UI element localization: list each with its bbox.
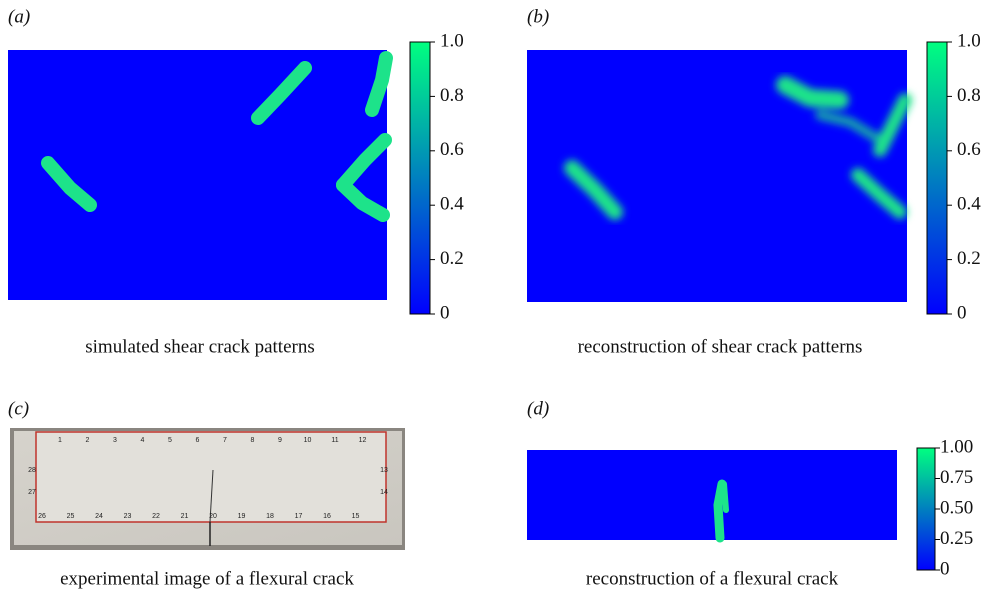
heatmap-a — [8, 50, 393, 300]
photo-label: 21 — [181, 513, 189, 520]
photo-c — [10, 428, 405, 550]
photo-label: 14 — [380, 489, 388, 496]
photo-label: 23 — [124, 513, 132, 520]
panel-label: (a) — [8, 6, 30, 27]
photo-label: 22 — [152, 513, 160, 520]
heatmap-d — [527, 450, 897, 543]
photo-label: 4 — [141, 437, 145, 444]
panel-label: (b) — [527, 6, 549, 27]
colorbar-tick-label: 0.8 — [957, 85, 981, 106]
photo-label: 7 — [223, 437, 227, 444]
photo-label: 26 — [38, 513, 46, 520]
colorbar-tick-label: 0 — [440, 302, 450, 323]
colorbar — [926, 41, 948, 315]
photo-label: 6 — [196, 437, 200, 444]
panel-label: (d) — [527, 398, 549, 419]
photo-label: 3 — [113, 437, 117, 444]
colorbar-tick-label: 0.4 — [957, 194, 981, 215]
caption: reconstruction of a flexural crack — [586, 568, 839, 589]
colorbar — [409, 41, 431, 315]
colorbar-tick-label: 0.6 — [957, 139, 981, 160]
colorbar-tick-label: 0.2 — [440, 248, 464, 269]
colorbar-tick-label: 0.6 — [440, 139, 464, 160]
photo-label: 19 — [238, 513, 246, 520]
photo-label: 16 — [323, 513, 331, 520]
colorbar-tick-label: 0.8 — [440, 85, 464, 106]
heatmap-b — [527, 50, 912, 302]
colorbar — [916, 447, 936, 571]
colorbar-tick-label: 1.00 — [940, 436, 973, 457]
panel-label: (c) — [8, 398, 29, 419]
photo-label: 13 — [380, 467, 388, 474]
caption: simulated shear crack patterns — [85, 336, 314, 357]
colorbar-tick-label: 1.0 — [440, 30, 464, 51]
colorbar-tick-label: 0.50 — [940, 497, 973, 518]
photo-label: 9 — [278, 437, 282, 444]
colorbar-tick-label: 0 — [940, 558, 950, 579]
caption: experimental image of a flexural crack — [60, 568, 354, 589]
photo-label: 11 — [331, 437, 338, 444]
photo-label: 20 — [209, 513, 217, 520]
colorbar-tick-label: 0.75 — [940, 467, 973, 488]
photo-label: 25 — [67, 513, 75, 520]
colorbar-tick-label: 0.2 — [957, 248, 981, 269]
colorbar-tick-label: 1.0 — [957, 30, 981, 51]
colorbar-tick-label: 0.4 — [440, 194, 464, 215]
colorbar-tick-label: 0 — [957, 302, 967, 323]
photo-label: 5 — [168, 437, 172, 444]
photo-label: 28 — [28, 467, 36, 474]
photo-label: 18 — [266, 513, 274, 520]
photo-label: 27 — [28, 489, 36, 496]
photo-label: 8 — [251, 437, 255, 444]
photo-label: 24 — [95, 513, 103, 520]
photo-label: 17 — [295, 513, 303, 520]
photo-label: 2 — [86, 437, 90, 444]
photo-label: 12 — [359, 437, 367, 444]
caption: reconstruction of shear crack patterns — [578, 336, 863, 357]
colorbar-tick-label: 0.25 — [940, 528, 973, 549]
photo-label: 1 — [58, 437, 62, 444]
photo-label: 15 — [352, 513, 360, 520]
photo-label: 10 — [304, 437, 312, 444]
